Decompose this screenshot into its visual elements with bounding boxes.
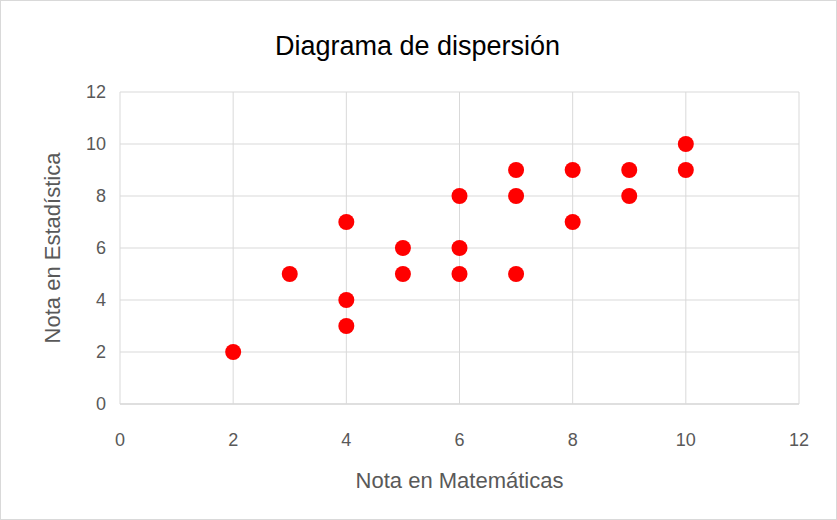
x-tick-label: 10 [676,430,696,450]
y-tick-label: 4 [96,290,106,310]
x-grid-line [346,92,347,404]
y-tick-label: 10 [86,134,106,154]
scatter-point [225,344,241,360]
x-tick-label: 8 [568,430,578,450]
scatter-point [508,188,524,204]
scatter-point [282,266,298,282]
scatter-point [338,292,354,308]
scatter-point [452,188,468,204]
grid [120,92,799,404]
scatter-point [338,318,354,334]
scatter-point [452,266,468,282]
x-grid-line [799,92,800,404]
x-tick-label: 6 [454,430,464,450]
x-axis-title: Nota en Matemáticas [356,468,564,493]
scatter-point [565,214,581,230]
y-tick-label: 2 [96,342,106,362]
y-axis-title: Nota en Estadística [40,152,65,344]
x-tick-label: 0 [115,430,125,450]
scatter-point [678,136,694,152]
scatter-point [565,162,581,178]
y-tick-label: 8 [96,186,106,206]
scatter-point [508,162,524,178]
x-grid-line [120,92,121,404]
scatter-point [678,162,694,178]
scatter-point [621,188,637,204]
chart-border [1,1,837,520]
scatter-point [395,240,411,256]
x-tick-label: 4 [341,430,351,450]
scatter-point [395,266,411,282]
x-tick-label: 2 [228,430,238,450]
scatter-point [452,240,468,256]
points [225,136,694,360]
scatter-point [621,162,637,178]
x-tick-label: 12 [789,430,809,450]
y-tick-label: 0 [96,394,106,414]
scatter-point [338,214,354,230]
x-grid-line [572,92,573,404]
chart-container: Diagrama de dispersión 0 2 4 6 8 10 12 0 2 4 6 8 10 12… [0,0,837,520]
y-tick-label: 6 [96,238,106,258]
chart-svg: Diagrama de dispersión 0 2 4 6 8 10 12 0 2 4 6 8 10 12… [0,0,837,520]
chart-title: Diagrama de dispersión [275,31,560,61]
y-tick-label: 12 [86,82,106,102]
scatter-point [508,266,524,282]
